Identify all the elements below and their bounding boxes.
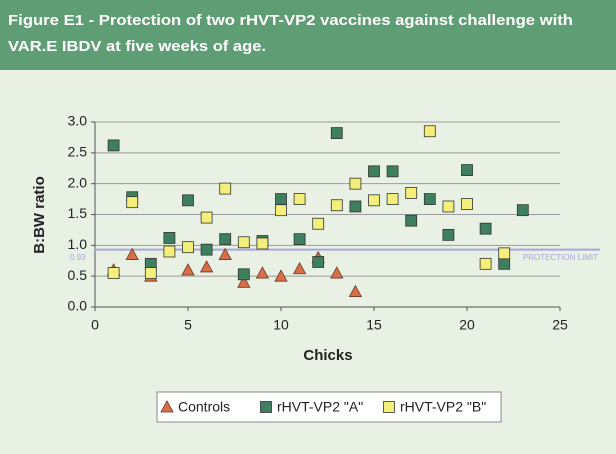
point (256, 237, 269, 250)
legend (156, 391, 502, 423)
point (442, 200, 455, 213)
point (368, 165, 380, 178)
point (219, 182, 232, 195)
point (237, 236, 250, 249)
point (163, 232, 176, 244)
y-axis-label: B:BW ratio (31, 176, 48, 254)
point (386, 165, 399, 178)
y-tick-label: 1.5 (68, 205, 88, 221)
legend-marker (383, 401, 395, 413)
point (144, 267, 157, 279)
point (348, 284, 363, 297)
x-tick-label: 0 (91, 317, 99, 333)
point (219, 233, 232, 246)
point (423, 193, 436, 205)
chart-title: Figure E1 - Protection of two rHVT-VP2 v… (8, 12, 573, 29)
point (292, 261, 307, 275)
legend-label: Controls (178, 399, 230, 415)
point (330, 266, 344, 279)
point (479, 257, 492, 270)
legend-label: rHVT-VP2 "A" (277, 399, 363, 415)
point (199, 260, 214, 273)
point (479, 222, 492, 235)
chart-title: VAR.E IBDV at five weeks of age. (8, 38, 266, 55)
point (107, 267, 120, 279)
x-tick-label: 5 (184, 317, 192, 333)
y-tick-label: 0.0 (68, 298, 88, 314)
point (163, 245, 176, 258)
point (200, 243, 213, 256)
point (274, 269, 288, 282)
point (368, 194, 380, 207)
point (442, 228, 455, 241)
point (461, 198, 473, 210)
protection-limit-label: PROTECTION LIMIT (523, 253, 598, 262)
point (349, 177, 362, 190)
y-tick-label: 2.0 (68, 174, 88, 190)
point (182, 241, 194, 254)
point (237, 275, 251, 288)
y-tick-label: 1.0 (68, 236, 88, 252)
header (0, 0, 616, 70)
point (498, 247, 511, 260)
y-tick-label: 3.0 (68, 113, 88, 129)
y-tick-label: 0.5 (68, 267, 88, 283)
point (125, 247, 139, 260)
y-tick-label: 2.5 (68, 144, 88, 160)
x-tick-label: 25 (552, 317, 568, 333)
point (405, 187, 418, 199)
x-axis-label: Chicks (303, 347, 352, 364)
point (330, 199, 343, 212)
point (126, 196, 139, 209)
x-tick-label: 20 (459, 317, 475, 333)
point (293, 233, 306, 246)
point (516, 204, 529, 217)
point (200, 211, 213, 224)
point (275, 204, 287, 217)
point (218, 247, 232, 260)
point (405, 214, 418, 227)
legend-marker (160, 400, 174, 413)
x-tick-label: 15 (366, 317, 382, 333)
point (386, 193, 399, 205)
point (349, 200, 362, 213)
legend-marker (260, 401, 272, 413)
point (107, 139, 120, 152)
point (423, 125, 436, 138)
point (293, 193, 306, 205)
point (330, 127, 343, 139)
x-tick-label: 10 (273, 317, 289, 333)
protection-limit-value: 0.93 (70, 253, 86, 262)
point (237, 268, 250, 281)
point (461, 164, 473, 177)
point (312, 256, 325, 268)
point (275, 193, 287, 205)
point (498, 257, 511, 270)
point (312, 217, 325, 230)
legend-label: rHVT-VP2 "B" (400, 399, 486, 415)
point (181, 263, 195, 276)
point (255, 266, 270, 279)
point (182, 194, 194, 207)
